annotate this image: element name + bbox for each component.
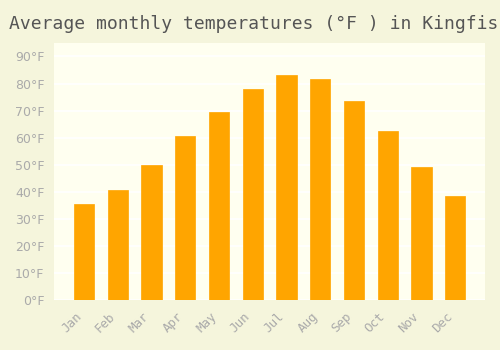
Bar [175, 136, 196, 300]
Bar [344, 101, 364, 300]
Bar [445, 196, 466, 300]
Bar [310, 79, 330, 300]
Bar [412, 167, 432, 300]
Bar [378, 131, 398, 300]
Title: Average monthly temperatures (°F ) in Kingfisher: Average monthly temperatures (°F ) in Ki… [8, 15, 500, 33]
Bar [276, 75, 296, 300]
Bar [108, 190, 128, 300]
Bar [142, 165, 162, 300]
Bar [242, 89, 263, 300]
Bar [74, 204, 94, 300]
Bar [209, 112, 229, 300]
